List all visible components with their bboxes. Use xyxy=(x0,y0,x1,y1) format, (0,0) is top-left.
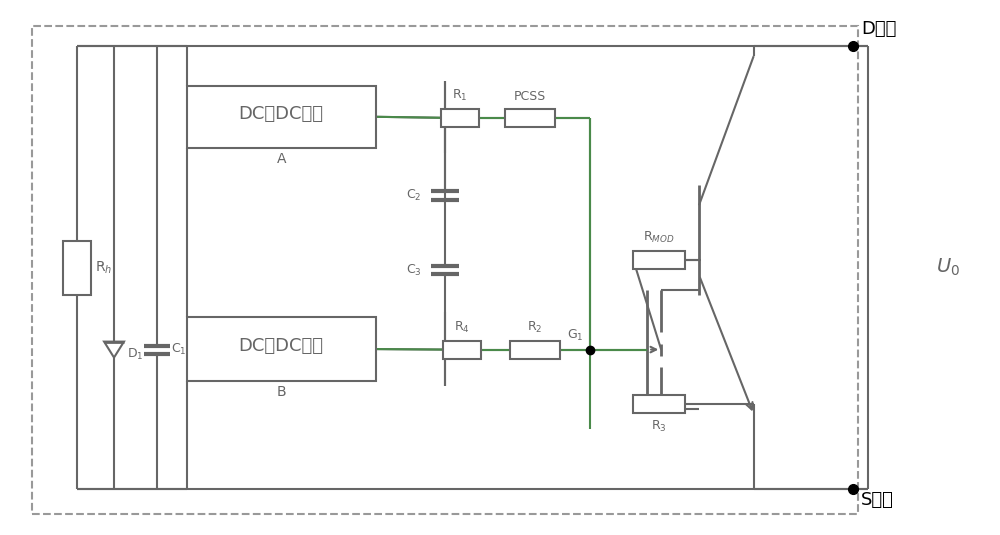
Bar xyxy=(63,241,91,295)
Text: R$_{MOD}$: R$_{MOD}$ xyxy=(643,230,675,245)
Bar xyxy=(187,317,376,381)
Text: S源极: S源极 xyxy=(861,491,894,509)
Text: U$_0$: U$_0$ xyxy=(936,256,960,278)
Bar xyxy=(633,395,685,413)
Bar xyxy=(505,109,555,127)
Text: C$_3$: C$_3$ xyxy=(406,263,421,278)
Text: A: A xyxy=(276,151,286,165)
Text: D漏极: D漏极 xyxy=(861,20,896,38)
Text: R$_3$: R$_3$ xyxy=(651,419,667,434)
Text: DC－DC模块: DC－DC模块 xyxy=(239,105,324,123)
Bar xyxy=(32,26,858,514)
Bar xyxy=(510,341,560,358)
Text: DC－DC模块: DC－DC模块 xyxy=(239,337,324,355)
Text: D$_1$: D$_1$ xyxy=(127,347,143,362)
Bar xyxy=(187,86,376,148)
Text: PCSS: PCSS xyxy=(514,90,546,103)
Text: G$_1$: G$_1$ xyxy=(567,328,584,343)
Bar xyxy=(441,109,479,127)
Text: R$_1$: R$_1$ xyxy=(452,88,468,103)
Text: R$_2$: R$_2$ xyxy=(527,319,543,335)
Text: R$_4$: R$_4$ xyxy=(454,319,470,335)
Bar xyxy=(633,251,685,269)
Text: R$_h$: R$_h$ xyxy=(95,260,112,276)
Text: C$_1$: C$_1$ xyxy=(171,342,186,357)
Text: B: B xyxy=(276,385,286,399)
Bar xyxy=(443,341,481,358)
Text: C$_2$: C$_2$ xyxy=(406,188,421,203)
